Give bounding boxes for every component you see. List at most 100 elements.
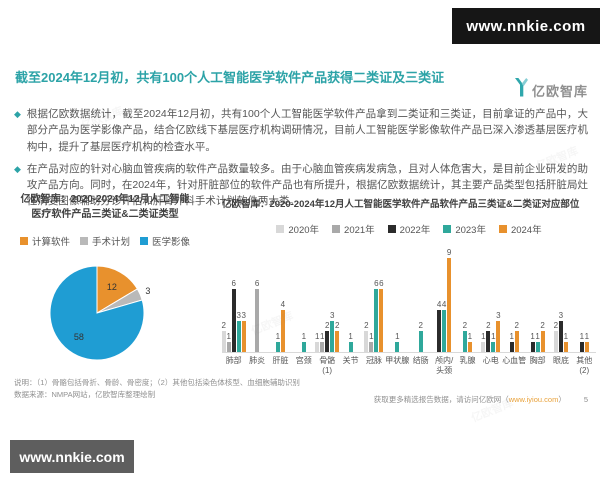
bar-value-label: 1 bbox=[535, 331, 540, 341]
bar-category-label: 冠脉 bbox=[365, 356, 382, 365]
bar-value-label: 1 bbox=[579, 331, 585, 341]
bar-value-label: 1 bbox=[275, 331, 281, 341]
bar-胸部-2023年 bbox=[535, 341, 540, 352]
bar-category-label: 肺部 bbox=[225, 356, 242, 365]
brand-logo-icon bbox=[513, 78, 528, 102]
bar-value-label: 1 bbox=[319, 331, 325, 341]
bar-value-label: 1 bbox=[226, 331, 231, 341]
pie-chart-title: 亿欧智库：2020-2024年12月人工智能 医疗软件产品三类证&二类证类型 bbox=[20, 194, 190, 220]
bar-value-label: 2 bbox=[540, 321, 545, 330]
pie-legend: 计算软件 手术计划 医学影像 bbox=[14, 234, 196, 248]
bar-乳腺-2023年 bbox=[462, 331, 467, 352]
bullet-item: ◆ 在产品对应的针对心脑血管疾病的软件产品数量较多。由于心脑血管疾病发病急，且对… bbox=[14, 161, 588, 210]
bullet-list: ◆ 根据亿欧数据统计，截至2024年12月初，共有100个人工智能医学软件产品拿… bbox=[14, 106, 588, 216]
legend-item-医学影像: 医学影像 bbox=[140, 234, 190, 248]
bar-value-label: 1 bbox=[509, 331, 514, 341]
bullet-item: ◆ 根据亿欧数据统计，截至2024年12月初，共有100个人工智能医学软件产品拿… bbox=[14, 106, 588, 155]
bar-category-label: 关节 bbox=[342, 356, 359, 365]
bar-value-label: 3 bbox=[241, 310, 246, 320]
bar-value-label: 3 bbox=[558, 310, 564, 320]
legend-label: 2022年 bbox=[399, 225, 431, 236]
legend-item-计算软件: 计算软件 bbox=[19, 234, 70, 248]
footer-text: 获取更多精选报告数据，请访问亿欧网（ bbox=[373, 395, 509, 404]
bar-肺部-2023年 bbox=[236, 320, 241, 352]
legend-item-手术计划: 手术计划 bbox=[79, 234, 130, 248]
bar-骨骼(1)-2020年 bbox=[315, 341, 320, 352]
bar-冠脉-2021年 bbox=[369, 341, 374, 352]
bullet-diamond-icon: ◆ bbox=[14, 109, 21, 119]
bar-category-label: 眼底 bbox=[552, 356, 569, 365]
bar-其他(2)-2022年 bbox=[579, 341, 584, 352]
bar-value-label: 3 bbox=[236, 310, 241, 320]
bar-结肠-2023年 bbox=[418, 331, 423, 352]
bar-value-label: 1 bbox=[467, 331, 473, 341]
bar-乳腺-2024年 bbox=[467, 341, 472, 352]
bar-category-label: 颅内/ 头颈 bbox=[434, 356, 454, 375]
bar-肺部-2022年 bbox=[231, 289, 236, 352]
bar-category-label: 甲状腺 bbox=[385, 356, 410, 365]
bar-肺炎-2021年 bbox=[255, 289, 260, 352]
footer-link[interactable]: www.iyiou.com bbox=[508, 395, 559, 404]
bar-value-label: 2 bbox=[334, 321, 340, 330]
pie-chart: 12 3 58 bbox=[14, 252, 196, 379]
bar-value-label: 3 bbox=[496, 310, 501, 320]
bullet-diamond-icon: ◆ bbox=[14, 163, 21, 174]
bar-心电-2020年 bbox=[481, 341, 486, 352]
footnote-source: 数据来源：NMPA网站，亿欧智库整理绘制 bbox=[14, 390, 156, 399]
brand-logo-text: 亿欧智库 bbox=[531, 83, 588, 99]
bar-category-label: 胸部 bbox=[529, 356, 546, 365]
bar-肺部-2024年 bbox=[241, 320, 246, 352]
bar-冠脉-2020年 bbox=[364, 331, 369, 352]
bar-心血管-2024年 bbox=[514, 331, 519, 352]
legend-swatch bbox=[498, 225, 507, 233]
legend-swatch bbox=[79, 237, 88, 245]
bar-value-label: 9 bbox=[446, 247, 452, 257]
bar-category-label: 骨骼 (1) bbox=[319, 356, 336, 375]
bar-心血管-2022年 bbox=[509, 341, 514, 352]
bar-category-label: 肝脏 bbox=[272, 356, 289, 365]
bar-value-label: 2 bbox=[486, 321, 491, 330]
bar-value-label: 2 bbox=[553, 321, 559, 330]
bar-心电-2024年 bbox=[496, 320, 501, 352]
bar-肝脏-2023年 bbox=[275, 341, 280, 352]
footer-text-suffix: ） bbox=[558, 395, 566, 404]
legend-label: 2023年 bbox=[455, 225, 486, 236]
bar-冠脉-2023年 bbox=[374, 289, 379, 352]
bar-category-label: 结肠 bbox=[412, 356, 429, 365]
bar-value-label: 1 bbox=[530, 331, 535, 341]
bar-value-label: 1 bbox=[584, 331, 590, 341]
bar-value-label: 6 bbox=[374, 279, 379, 288]
bar-关节-2023年 bbox=[348, 341, 353, 352]
bar-value-label: 6 bbox=[254, 279, 260, 288]
page-footer: 获取更多精选报告数据，请访问亿欧网（ www.iyiou.com） 5 bbox=[374, 394, 588, 405]
bar-value-label: 6 bbox=[231, 279, 236, 288]
bar-value-label: 2 bbox=[221, 321, 226, 330]
legend-swatch bbox=[19, 237, 28, 245]
bar-心电-2023年 bbox=[491, 341, 496, 352]
bullet-text: 在产品对应的针对心脑血管疾病的软件产品数量较多。由于心脑血管疾病发病急，且对人体… bbox=[26, 162, 588, 208]
bullet-text: 根据亿欧数据统计，截至2024年12月初，共有100个人工智能医学软件产品拿到二… bbox=[26, 108, 588, 153]
legend-swatch bbox=[387, 225, 396, 233]
footnote-line: 说明：（1）骨骼包括骨折、骨龄、骨密度；（2）其他包括染色体核型、血细胞辅助识别 bbox=[14, 378, 300, 387]
legend-swatch bbox=[276, 225, 285, 233]
bar-骨骼(1)-2024年 bbox=[335, 331, 340, 352]
bar-value-label: 1 bbox=[395, 331, 400, 341]
bar-value-label: 2 bbox=[462, 321, 468, 330]
bar-value-label: 4 bbox=[441, 300, 447, 309]
bar-category-label: 心电 bbox=[482, 356, 499, 365]
legend-item-2021年: 2021年 bbox=[332, 222, 375, 236]
bar-胸部-2022年 bbox=[530, 341, 535, 352]
bar-category-label: 其他 (2) bbox=[576, 356, 593, 375]
bar-value-label: 1 bbox=[369, 331, 374, 341]
bar-value-label: 1 bbox=[481, 331, 486, 341]
pie-value-label: 12 bbox=[107, 282, 117, 292]
page-title: 截至2024年12月初，共有100个人工智能医学软件产品获得二类证及三类证 bbox=[15, 70, 445, 85]
bar-value-label: 2 bbox=[364, 321, 369, 330]
bar-category-label: 肺炎 bbox=[249, 356, 266, 365]
bar-骨骼(1)-2021年 bbox=[320, 341, 325, 352]
bar-宫颈-2023年 bbox=[301, 341, 306, 352]
legend-swatch bbox=[443, 225, 452, 233]
legend-item-2022年: 2022年 bbox=[387, 222, 431, 236]
bar-心电-2022年 bbox=[486, 331, 491, 352]
